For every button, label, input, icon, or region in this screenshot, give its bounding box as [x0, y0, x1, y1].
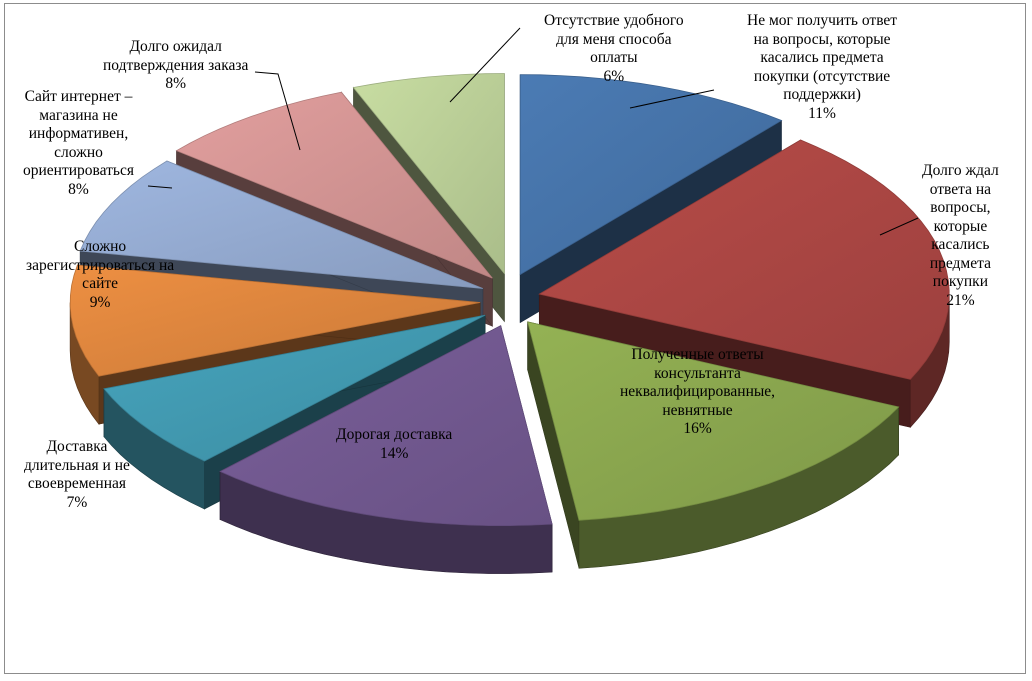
slice-label-text: магазина не	[39, 106, 118, 124]
slice-label-text: Долго ждал	[922, 162, 999, 179]
slice-label-text: Полученные ответы	[631, 346, 764, 363]
leader-line	[629, 89, 715, 109]
pie-slice-4	[219, 325, 553, 574]
slice-label-text: невнятные	[662, 401, 733, 419]
slice-label-text: ответа на	[929, 180, 992, 198]
slice-label-text: сайте	[82, 275, 119, 292]
slice-label-text: сложно	[54, 143, 103, 161]
slice-label-text: своевременная	[27, 475, 127, 492]
leader-line	[254, 71, 301, 151]
slice-percent: 16%	[683, 420, 712, 437]
slice-percent: 11%	[808, 104, 836, 122]
slice-label-text: консультанта	[654, 364, 741, 382]
slice-label-text: покупки (отсутствие	[753, 67, 891, 85]
slice-label-text: которые	[933, 217, 988, 235]
slice-top	[527, 321, 900, 521]
slice-label-text: покупки	[932, 273, 989, 290]
slice-label-text: предмета	[929, 254, 991, 272]
slice-label-text: вопросы,	[930, 199, 991, 216]
slice-label-text: Отсутствие удобного	[544, 12, 684, 29]
slice-percent: 14%	[379, 444, 409, 462]
slice-label-4: Дорогая доставка 14%	[336, 426, 452, 463]
slice-percent: 21%	[946, 291, 975, 309]
slice-top	[103, 314, 486, 462]
slice-label-text: информативен,	[28, 125, 129, 142]
slice-label-7: Сайт интернет – магазина не информативен, с…	[23, 88, 134, 199]
slice-label-text: поддержки)	[783, 86, 861, 103]
slice-label-3: Полученные ответы консультанта неквалифици…	[620, 346, 775, 439]
slice-percent: 7%	[66, 493, 88, 511]
slice-label-text: касались	[931, 236, 990, 253]
slice-label-text: оплаты	[590, 49, 638, 66]
slice-label-text: для меня способа	[556, 30, 672, 48]
slice-percent: 6%	[603, 67, 625, 85]
slice-label-text: касались предмета	[760, 49, 884, 66]
slice-label-text: Долго ожидал	[129, 38, 222, 55]
slice-top	[538, 139, 950, 380]
slice-top	[219, 325, 553, 526]
slice-label-text: Доставка	[46, 438, 108, 455]
slice-percent: 9%	[89, 293, 111, 311]
slice-label-text: неквалифицированные,	[620, 383, 776, 400]
slice-label-text: длительная и не	[24, 456, 130, 474]
slice-label-text: Не мог получить ответ	[747, 12, 898, 29]
pie-slice-3	[527, 321, 900, 569]
slice-label-9: Отсутствие удобного для меня способа оплат…	[544, 12, 684, 86]
slice-label-text: Сложно	[73, 238, 127, 255]
slice-label-6: Сложно зарегистрироваться на сайте 9%	[26, 238, 174, 312]
slice-top	[175, 91, 493, 279]
slice-percent: 8%	[68, 180, 89, 198]
leader-line	[449, 27, 521, 103]
slice-top	[69, 264, 481, 377]
leader-line	[879, 217, 919, 236]
slice-top	[519, 74, 783, 276]
slice-percent: 8%	[165, 75, 187, 92]
leader-line	[147, 185, 173, 189]
slice-label-text: Сайт интернет –	[24, 88, 133, 105]
slice-label-1: Не мог получить ответ на вопросы, которые…	[747, 12, 897, 123]
slice-label-2: Долго ждал ответа на вопросы, которые касали…	[922, 162, 999, 310]
slice-label-text: подтверждения заказа	[103, 56, 249, 74]
slice-label-text: на вопросы, которые	[753, 30, 891, 48]
slice-label-8: Долго ожидал подтверждения заказа 8%	[103, 38, 248, 94]
slice-label-5: Доставка длительная и не своевременная 7%	[24, 438, 130, 512]
slice-label-text: зарегистрироваться на	[26, 256, 175, 274]
slice-top	[352, 73, 505, 275]
slice-top	[79, 160, 484, 289]
slice-label-text: ориентироваться	[23, 162, 134, 179]
slice-label-text: Дорогая доставка	[336, 426, 453, 443]
